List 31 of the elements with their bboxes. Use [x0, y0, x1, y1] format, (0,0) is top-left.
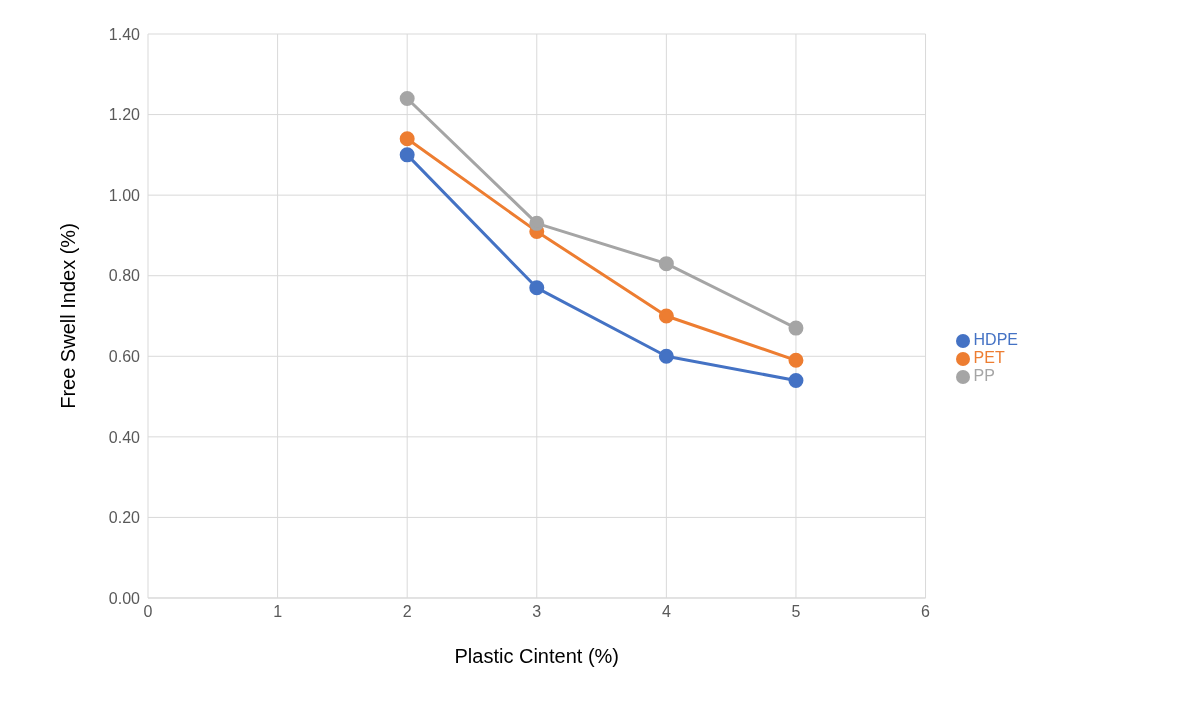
- y-tick-label: 1.20: [108, 106, 141, 124]
- y-tick-label: 1.40: [108, 25, 141, 43]
- x-axis-title: Plastic Cintent (%): [454, 645, 620, 667]
- point: [788, 372, 804, 388]
- y-tick-label: 0.80: [108, 267, 141, 285]
- x-tick-label: 5: [791, 603, 801, 621]
- point: [658, 256, 674, 272]
- legend-label: PET: [973, 349, 1005, 366]
- x-tick-label: 3: [532, 603, 542, 621]
- x-tick-label: 1: [273, 603, 283, 621]
- y-tick-label: 0.60: [108, 347, 141, 365]
- x-tick-label: 4: [661, 603, 671, 621]
- y-tick-label: 0.40: [108, 428, 141, 446]
- point: [658, 308, 674, 324]
- y-tick-label: 0.00: [108, 589, 141, 607]
- x-tick-label: 2: [402, 603, 412, 621]
- y-axis-title: Free Swell Index (%): [57, 223, 80, 409]
- point: [529, 280, 545, 296]
- x-tick-label: 0: [143, 603, 153, 621]
- point: [788, 320, 804, 336]
- x-tick-label: 6: [921, 603, 931, 621]
- legend-label: PP: [973, 367, 995, 384]
- point: [399, 147, 415, 163]
- y-tick-label: 0.20: [108, 509, 141, 527]
- point: [399, 90, 415, 106]
- point: [529, 215, 545, 231]
- y-tick-label: 1.00: [108, 186, 141, 204]
- legend-label: HDPE: [973, 331, 1018, 348]
- point: [658, 348, 674, 364]
- point: [788, 352, 804, 368]
- point: [399, 131, 415, 147]
